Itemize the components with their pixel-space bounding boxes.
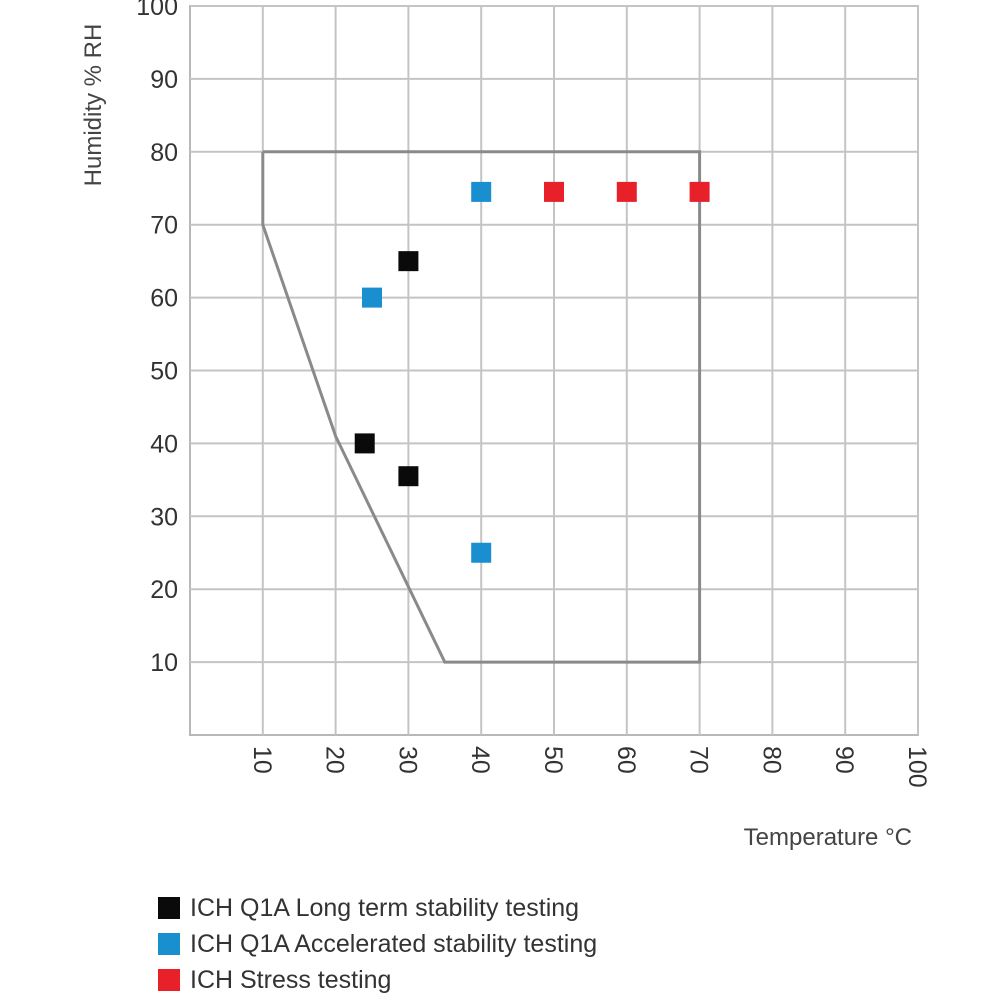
data-point-series-0 [354,433,375,454]
x-tick-label: 30 [393,746,421,774]
y-tick-label: 70 [150,212,178,240]
legend-label-long-term: ICH Q1A Long term stability testing [190,893,580,922]
x-tick-label: 40 [466,746,494,774]
y-tick-label: 20 [150,576,178,604]
legend-swatch-stress [158,969,180,991]
operating-region-outline [261,150,702,664]
y-tick-label: 30 [150,503,178,531]
x-tick-label: 60 [612,746,640,774]
data-point-series-1 [471,542,492,563]
legend: ICH Q1A Long term stability testing ICH … [158,890,597,998]
legend-item-long-term: ICH Q1A Long term stability testing [158,890,597,926]
y-tick-labels: 10 20 30 40 50 60 70 80 90 100 [136,0,178,677]
y-tick-label: 60 [150,285,178,313]
y-tick-label: 10 [150,649,178,677]
y-tick-label: 80 [150,139,178,167]
data-point-series-1 [362,287,382,308]
x-axis-label: Temperature °C [744,824,912,851]
data-point-series-2 [689,181,710,202]
legend-swatch-long-term [158,897,180,919]
x-tick-label: 20 [321,746,349,774]
x-tick-labels: 10 20 30 40 50 60 70 80 90 100 [248,746,931,788]
data-point-series-0 [398,251,419,272]
legend-label-accelerated: ICH Q1A Accelerated stability testing [190,929,598,958]
y-tick-label: 100 [136,0,178,21]
legend-item-accelerated: ICH Q1A Accelerated stability testing [158,926,597,962]
x-tick-label: 10 [248,746,276,774]
data-points [354,181,710,563]
data-point-series-1 [471,181,492,202]
data-point-series-2 [616,181,637,202]
x-tick-label: 90 [830,746,858,774]
x-tick-label: 100 [903,746,931,788]
y-tick-label: 50 [150,358,178,386]
y-axis-label: Humidity % RH [80,24,107,187]
data-point-series-2 [544,181,564,202]
legend-swatch-accelerated [158,933,180,955]
data-point-series-0 [398,466,419,487]
x-tick-label: 70 [685,746,713,774]
legend-label-stress: ICH Stress testing [190,965,392,994]
y-tick-label: 90 [150,66,178,94]
grid [189,5,919,736]
y-tick-label: 40 [150,430,178,458]
x-tick-label: 80 [757,746,785,774]
x-tick-label: 50 [539,746,567,774]
legend-item-stress: ICH Stress testing [158,962,597,998]
